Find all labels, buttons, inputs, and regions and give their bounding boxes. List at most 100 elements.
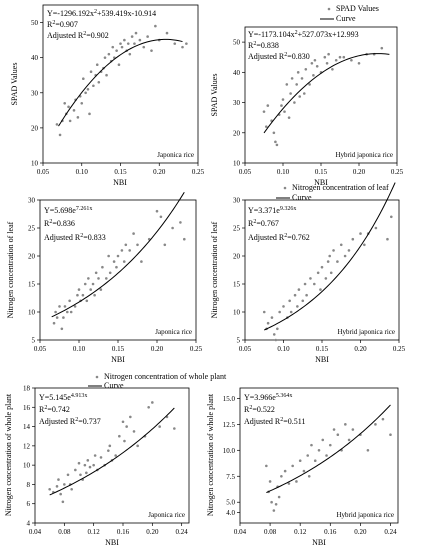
data-point bbox=[339, 243, 343, 247]
data-point bbox=[66, 473, 70, 477]
x-tick-label: 0.16 bbox=[324, 528, 337, 536]
data-point bbox=[289, 92, 292, 95]
data-point bbox=[308, 83, 311, 86]
x-tick-label: 0.20 bbox=[354, 345, 367, 353]
panel-5: 0.04 0.08 0.12 0.16 0.20 0.24 4.0 5.0 7.5 10.0 12… bbox=[206, 387, 399, 547]
data-point bbox=[283, 110, 286, 113]
y-tick-label: 8 bbox=[27, 481, 31, 489]
data-point bbox=[92, 463, 95, 467]
data-point bbox=[324, 277, 328, 280]
x-tick-label: 0.15 bbox=[114, 168, 127, 176]
data-point bbox=[328, 254, 332, 258]
data-point bbox=[52, 321, 56, 325]
r-squared: R2=0.838 bbox=[248, 41, 279, 50]
data-point bbox=[270, 316, 274, 319]
data-point bbox=[108, 271, 112, 275]
y-tick-label: 16 bbox=[23, 404, 31, 412]
legend-marker-points bbox=[283, 186, 287, 190]
data-point bbox=[272, 131, 276, 135]
y-tick-label: 40 bbox=[31, 54, 39, 62]
data-point bbox=[68, 119, 72, 123]
y-tick-label: 10 bbox=[23, 462, 31, 470]
x-tick-label: 0.25 bbox=[391, 168, 404, 176]
data-point bbox=[136, 243, 139, 247]
y-tick-label: 10 bbox=[233, 160, 241, 168]
data-point bbox=[77, 461, 81, 465]
data-point bbox=[325, 61, 329, 65]
data-point bbox=[334, 58, 338, 62]
x-tick-label: 0.15 bbox=[316, 345, 329, 353]
data-point bbox=[88, 112, 91, 116]
y-tick-label: 12.5 bbox=[223, 421, 236, 429]
y-axis-label: Nitrogen concentration of leaf bbox=[210, 221, 219, 318]
y-axis-label: Nitrogen concentration of whole plant bbox=[206, 393, 215, 516]
data-point bbox=[107, 52, 111, 56]
data-point bbox=[132, 430, 136, 433]
data-point bbox=[287, 482, 291, 485]
data-point bbox=[120, 249, 124, 252]
data-point bbox=[93, 454, 97, 457]
adjusted-r-squared: Adjusted R2=0.902 bbox=[47, 31, 109, 40]
y-tick-label: 20 bbox=[31, 124, 39, 132]
data-point bbox=[327, 52, 330, 56]
data-point bbox=[123, 38, 126, 42]
y-tick-label: 5.0 bbox=[226, 499, 235, 507]
data-point bbox=[128, 52, 132, 56]
x-tick-label: 0.08 bbox=[264, 528, 277, 536]
data-point bbox=[363, 243, 366, 247]
data-point bbox=[336, 433, 340, 437]
x-tick-label: 0.05 bbox=[37, 168, 50, 176]
data-point bbox=[275, 143, 279, 147]
data-point bbox=[272, 333, 276, 336]
data-point bbox=[266, 321, 270, 325]
data-point bbox=[69, 310, 73, 314]
y-tick-label: 4 bbox=[27, 520, 31, 528]
data-point bbox=[329, 271, 333, 275]
r-squared: R2=0.836 bbox=[44, 219, 75, 228]
y-tick-label: 5 bbox=[237, 337, 241, 345]
x-axis-label: NBI bbox=[314, 178, 328, 187]
x-tick-label: 0.12 bbox=[294, 528, 307, 536]
x-tick-label: 0.12 bbox=[88, 528, 101, 536]
y-tick-label: 10 bbox=[233, 309, 241, 317]
y-tick-label: 14 bbox=[23, 423, 31, 431]
plot-frame bbox=[34, 387, 190, 524]
x-tick-label: 0.15 bbox=[315, 168, 328, 176]
data-point bbox=[268, 480, 272, 483]
data-point bbox=[87, 277, 90, 280]
adjusted-r-squared: Adjusted R2=0.511 bbox=[244, 417, 305, 426]
data-point bbox=[262, 310, 266, 314]
r-squared: R2=0.767 bbox=[248, 219, 279, 228]
data-point bbox=[108, 444, 112, 448]
data-point bbox=[270, 500, 273, 504]
data-point bbox=[293, 101, 296, 104]
data-point bbox=[291, 464, 294, 468]
r-squared: R2=0.522 bbox=[244, 405, 275, 414]
x-ticks: 0.04 0.08 0.12 0.16 0.20 0.24 bbox=[29, 523, 188, 536]
data-point bbox=[171, 226, 174, 230]
data-point bbox=[272, 509, 276, 512]
data-point bbox=[281, 98, 285, 101]
fit-curve bbox=[49, 407, 175, 496]
data-point bbox=[115, 265, 118, 269]
data-point bbox=[81, 293, 85, 297]
legend: Nitrogen concentration of whole plant Cu… bbox=[88, 372, 227, 390]
x-tick-label: 0.15 bbox=[112, 345, 125, 353]
data-point bbox=[350, 58, 353, 62]
data-point bbox=[92, 84, 95, 88]
data-point bbox=[386, 237, 389, 241]
data-point bbox=[86, 459, 90, 462]
x-tick-label: 0.16 bbox=[117, 528, 130, 536]
equation: Y=3.371e9.326x bbox=[248, 206, 296, 215]
fit-curve bbox=[58, 38, 183, 127]
data-point bbox=[58, 305, 61, 308]
legend-marker-points bbox=[327, 7, 331, 11]
data-point bbox=[285, 83, 289, 86]
data-point bbox=[67, 105, 70, 109]
y-tick-label: 5 bbox=[32, 337, 36, 345]
data-point bbox=[290, 77, 294, 80]
data-point bbox=[70, 487, 73, 491]
x-ticks: 0.05 0.10 0.15 0.20 0.25 bbox=[34, 340, 203, 353]
data-point bbox=[293, 293, 297, 297]
